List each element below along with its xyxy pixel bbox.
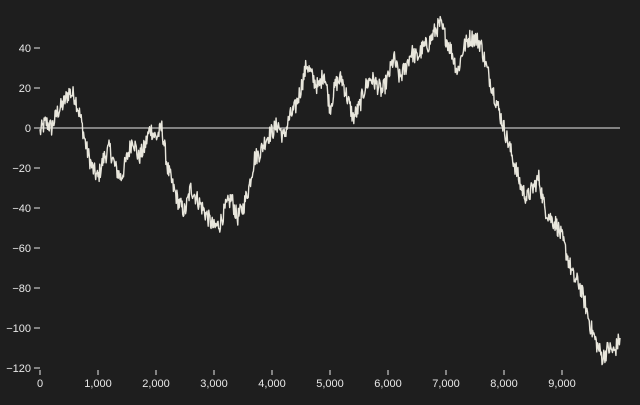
y-tick-label: 40: [19, 43, 31, 55]
x-tick-label: 4,000: [258, 378, 286, 390]
series-line: [39, 15, 621, 366]
y-tick-label: −40: [12, 203, 31, 215]
y-tick-label: −20: [12, 163, 31, 175]
x-tick-label: 8,000: [490, 378, 518, 390]
y-tick-label: −120: [6, 363, 31, 375]
y-tick-label: 0: [25, 123, 31, 135]
x-tick-label: 5,000: [316, 378, 344, 390]
x-tick-label: 9,000: [548, 378, 576, 390]
y-tick-label: −100: [6, 323, 31, 335]
y-tick-label: −60: [12, 243, 31, 255]
y-tick-label: −80: [12, 283, 31, 295]
x-tick-label: 0: [37, 378, 43, 390]
x-tick-label: 3,000: [200, 378, 228, 390]
y-axis: 40 20 0 −20 −40 −60 −80 −100 −120: [6, 43, 40, 375]
x-tick-label: 7,000: [432, 378, 460, 390]
x-tick-label: 2,000: [142, 378, 170, 390]
x-axis: 0 1,000 2,000 3,000 4,000 5,000 6,000 7,000 8,00…: [37, 370, 576, 390]
y-tick-label: 20: [19, 83, 31, 95]
x-tick-label: 6,000: [374, 378, 402, 390]
x-tick-label: 1,000: [84, 378, 112, 390]
